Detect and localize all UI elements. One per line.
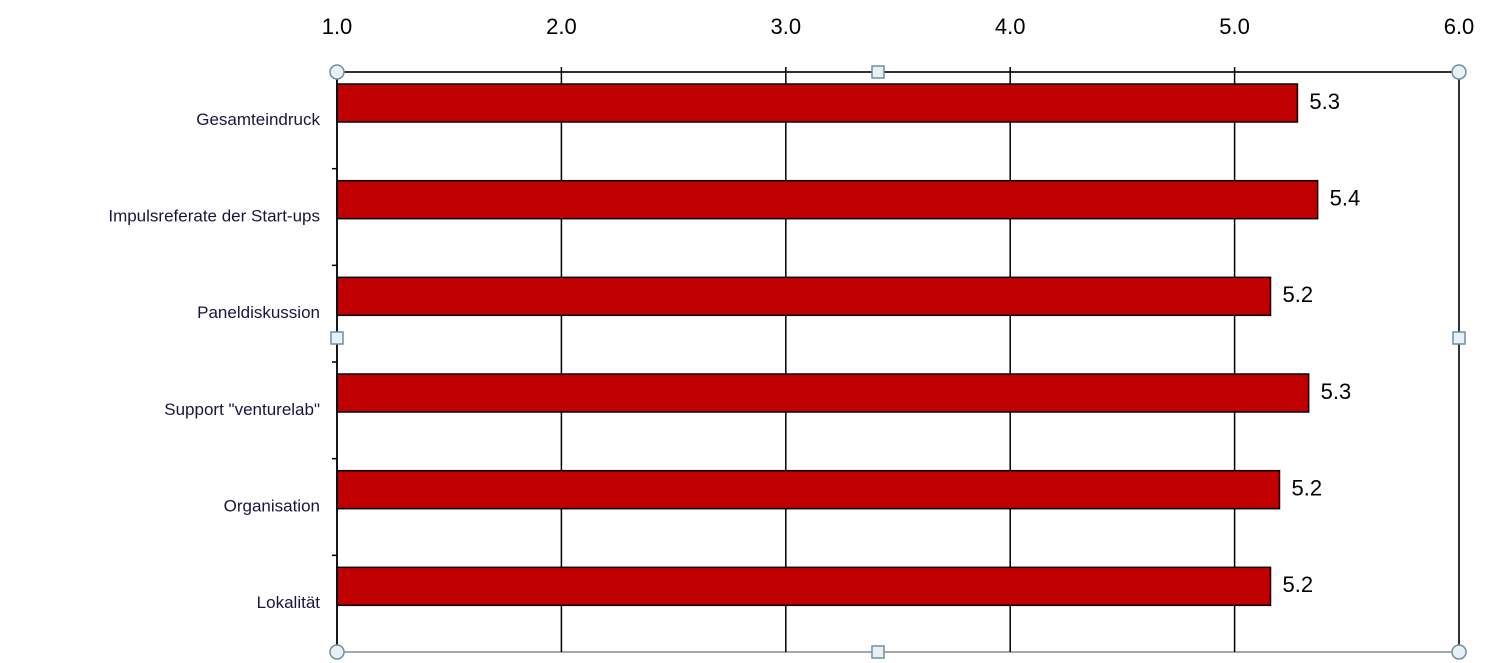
data-label: 5.2 (1291, 475, 1322, 500)
y-tick-label: Impulsreferate der Start-ups (108, 206, 320, 225)
y-tick-label: Organisation (224, 496, 320, 515)
resize-handle (871, 645, 885, 659)
x-tick-label: 1.0 (322, 14, 353, 39)
data-label: 5.3 (1309, 89, 1340, 114)
bar (336, 566, 1272, 607)
resize-handle (1451, 644, 1467, 660)
data-label: 5.3 (1321, 379, 1352, 404)
resize-handle (329, 64, 345, 80)
bar (336, 179, 1319, 220)
resize-handle (1452, 331, 1466, 345)
bar (336, 469, 1281, 510)
y-tick-label: Paneldiskussion (197, 303, 320, 322)
data-label: 5.2 (1283, 572, 1314, 597)
y-tick-label: Support "venturelab" (164, 400, 320, 419)
x-tick-label: 2.0 (546, 14, 577, 39)
bar (336, 83, 1299, 123)
bar (336, 276, 1272, 317)
resize-handle (329, 644, 345, 660)
resize-handle (330, 331, 344, 345)
x-tick-label: 3.0 (771, 14, 802, 39)
selection-frame (336, 71, 1460, 653)
data-label: 5.4 (1330, 185, 1361, 210)
x-tick-label: 5.0 (1219, 14, 1250, 39)
bar (336, 373, 1310, 413)
resize-handle (871, 65, 885, 79)
resize-handle (1451, 64, 1467, 80)
y-tick-label: Gesamteindruck (196, 110, 320, 129)
x-tick-label: 4.0 (995, 14, 1026, 39)
y-tick-label: Lokalität (257, 593, 321, 612)
data-label: 5.2 (1283, 282, 1314, 307)
x-tick-label: 6.0 (1444, 14, 1475, 39)
